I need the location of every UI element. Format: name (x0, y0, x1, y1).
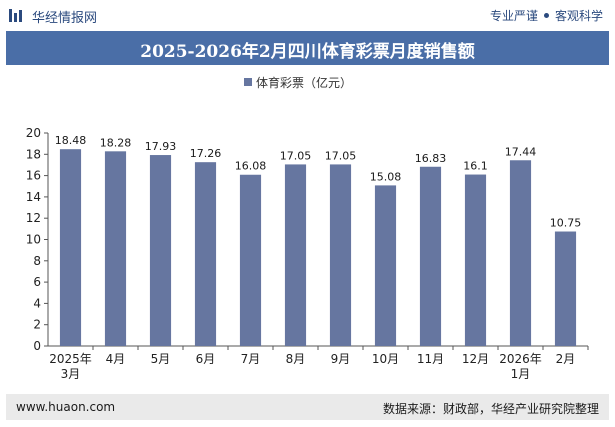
bar (194, 162, 217, 346)
bar (419, 166, 442, 346)
legend-swatch (244, 78, 252, 86)
footer-source: 数据来源：财政部，华经产业研究院整理 (382, 402, 599, 416)
chart-title: 2025-2026年2月四川体育彩票月度销售额 (140, 42, 475, 62)
brand-logo-icon (9, 9, 22, 22)
bar-value-label: 17.05 (280, 149, 312, 162)
slogan-right: 客观科学 (554, 9, 603, 23)
bar (59, 149, 82, 346)
y-tick-label: 20 (26, 126, 41, 140)
bar-value-label: 15.08 (370, 170, 402, 183)
y-tick-label: 10 (26, 233, 41, 247)
x-tick-label: 7月 (241, 352, 261, 366)
x-tick-label: 2026年 (499, 352, 542, 366)
slogan: 专业严谨 客观科学 (490, 7, 603, 24)
bar (374, 185, 397, 346)
bar (284, 164, 307, 346)
bar (464, 174, 487, 346)
bar (554, 231, 577, 346)
y-tick-label: 2 (33, 318, 41, 332)
x-tick-label: 5月 (151, 352, 171, 366)
x-tick-label: 2025年 (49, 352, 92, 366)
x-tick-label: 10月 (372, 352, 399, 366)
bar-value-label: 18.28 (100, 136, 132, 149)
y-tick-label: 18 (26, 147, 41, 161)
footer-bar: www.huaon.com 数据来源：财政部，华经产业研究院整理 (6, 394, 609, 420)
x-tick-label: 9月 (331, 352, 351, 366)
y-tick-label: 16 (26, 169, 41, 183)
bar-value-label: 16.83 (415, 152, 447, 165)
slogan-left: 专业严谨 (489, 9, 538, 23)
bar (149, 155, 172, 346)
bar-value-label: 17.93 (145, 140, 177, 153)
bar (509, 160, 532, 346)
brand-name: 华经情报网 (32, 11, 98, 26)
x-tick-label: 12月 (462, 352, 489, 366)
x-tick-label: 2月 (556, 352, 576, 366)
y-tick-label: 6 (33, 275, 41, 289)
bar-value-label: 17.05 (325, 149, 357, 162)
y-tick-label: 4 (33, 296, 41, 310)
title-bar: 2025-2026年2月四川体育彩票月度销售额 (6, 31, 609, 65)
bar-value-label: 10.75 (550, 217, 582, 230)
bar-value-label: 18.48 (55, 134, 87, 147)
bar (329, 164, 352, 346)
header-bar: 华经情报网 专业严谨 客观科学 (0, 0, 615, 30)
bar (104, 151, 127, 346)
bar-value-label: 16.1 (463, 160, 488, 173)
x-tick-label: 3月 (61, 367, 81, 381)
y-tick-label: 12 (26, 211, 41, 225)
x-tick-label: 8月 (286, 352, 306, 366)
y-tick-label: 14 (26, 190, 41, 204)
x-tick-label: 1月 (511, 367, 531, 381)
x-tick-label: 4月 (106, 352, 126, 366)
x-tick-label: 6月 (196, 352, 216, 366)
footer-url: www.huaon.com (16, 400, 116, 414)
legend-label: 体育彩票（亿元） (256, 75, 352, 90)
x-tick-label: 11月 (417, 352, 444, 366)
bar-value-label: 16.08 (235, 160, 267, 173)
y-tick-label: 0 (33, 339, 41, 353)
y-tick-label: 8 (33, 254, 41, 268)
separator-dot-icon (543, 13, 549, 18)
bar-value-label: 17.26 (190, 147, 222, 160)
bar (239, 174, 262, 346)
bar-value-label: 17.44 (505, 145, 537, 158)
